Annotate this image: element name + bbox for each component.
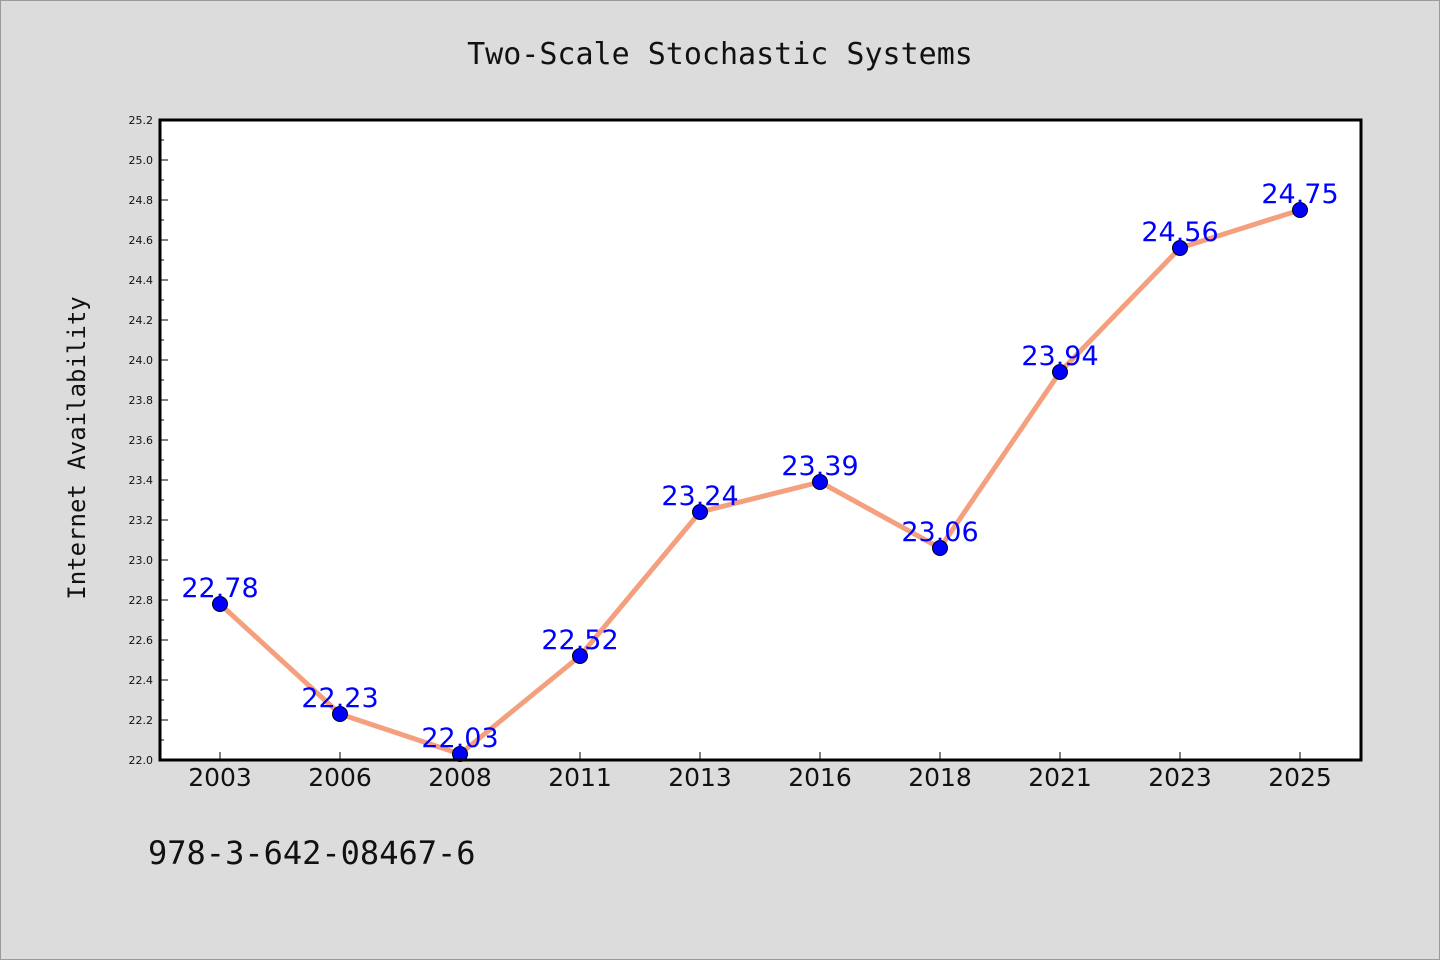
data-label: 23.24: [661, 481, 738, 512]
data-label: 24.56: [1141, 217, 1218, 248]
series-line: [217, 207, 1303, 757]
data-label: 23.94: [1021, 341, 1098, 372]
y-axis-label: Internet Availability: [63, 296, 91, 599]
data-label: 22.23: [301, 683, 378, 714]
x-tick-label: 2011: [548, 763, 612, 792]
data-point: [332, 706, 348, 722]
plot-area: [160, 120, 1361, 760]
data-point: [1292, 202, 1308, 218]
x-tick-label: 2021: [1028, 763, 1092, 792]
y-tick-label: 22.8: [129, 594, 154, 607]
y-tick-label: 25.2: [129, 114, 154, 127]
x-tick-label: 2006: [308, 763, 372, 792]
y-tick-label: 23.2: [129, 514, 154, 527]
plot-border: [158, 118, 1363, 762]
data-label: 22.52: [541, 625, 618, 656]
data-point: [1052, 364, 1068, 380]
x-tick-label: 2018: [908, 763, 972, 792]
y-tick-label: 23.4: [129, 474, 154, 487]
series-layer: [212, 202, 1308, 762]
data-label: 23.39: [781, 451, 858, 482]
data-label-layer: 22.78 22.23 22.03 22.52 23.24 23.39 23.06 23.94…: [181, 179, 1338, 754]
y-tick-label: 24.0: [129, 354, 154, 367]
data-label: 22.03: [421, 723, 498, 754]
data-label: 24.75: [1261, 179, 1338, 210]
footnote-isbn: 978-3-642-08467-6: [148, 834, 476, 872]
x-tick-label: 2025: [1268, 763, 1332, 792]
y-axis: 22.0 22.2 22.4 22.6 22.8 23.0 23.2 23.4 23.6 23.8…: [129, 114, 168, 767]
x-tick-label: 2023: [1148, 763, 1212, 792]
data-point: [812, 474, 828, 490]
data-point: [572, 648, 588, 664]
data-point: [212, 596, 228, 612]
y-tick-label: 24.6: [129, 234, 154, 247]
y-tick-label: 22.0: [129, 754, 154, 767]
data-label: 23.06: [901, 517, 978, 548]
y-tick-label: 24.2: [129, 314, 154, 327]
x-axis: 2003 2006 2008 2011 2013 2016 2018 2021 2023 2025: [188, 752, 1332, 792]
y-tick-label: 23.6: [129, 434, 154, 447]
y-tick-label: 22.4: [129, 674, 154, 687]
chart-title: Two-Scale Stochastic Systems: [467, 37, 973, 72]
data-label: 22.78: [181, 573, 258, 604]
y-tick-label: 23.0: [129, 554, 154, 567]
x-tick-label: 2016: [788, 763, 852, 792]
y-tick-label: 22.6: [129, 634, 154, 647]
y-tick-label: 24.4: [129, 274, 154, 287]
data-point: [692, 504, 708, 520]
data-point: [1172, 240, 1188, 256]
y-tick-label: 22.2: [129, 714, 154, 727]
data-point: [932, 540, 948, 556]
y-tick-label: 25.0: [129, 154, 154, 167]
y-tick-label: 23.8: [129, 394, 154, 407]
x-tick-label: 2003: [188, 763, 252, 792]
x-tick-label: 2013: [668, 763, 732, 792]
x-tick-label: 2008: [428, 763, 492, 792]
y-tick-label: 24.8: [129, 194, 154, 207]
